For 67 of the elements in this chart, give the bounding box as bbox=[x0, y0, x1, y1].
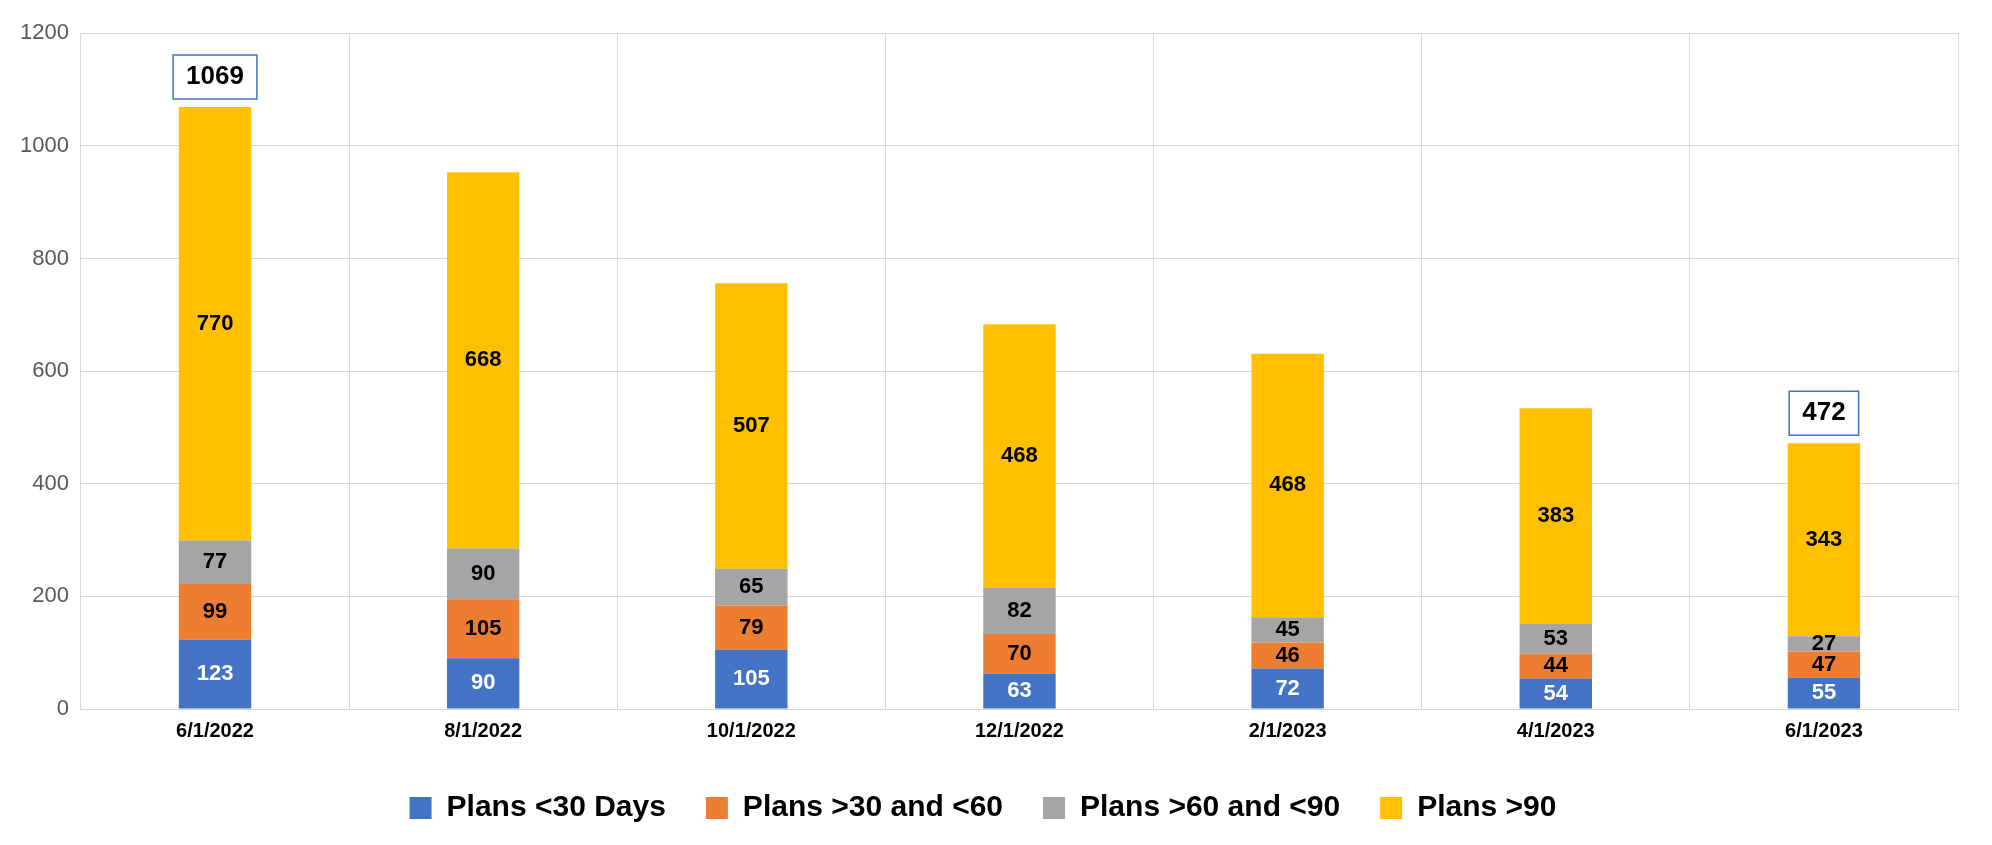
data-label: 90 bbox=[470, 669, 496, 695]
bar bbox=[446, 599, 520, 659]
bar bbox=[983, 587, 1056, 635]
bar bbox=[178, 106, 252, 541]
legend-label: Plans <30 Days bbox=[446, 789, 666, 823]
data-label: 55 bbox=[1811, 679, 1837, 705]
bar bbox=[983, 634, 1056, 674]
bar bbox=[983, 324, 1056, 588]
bar bbox=[983, 673, 1056, 709]
data-label: 383 bbox=[1537, 502, 1575, 528]
data-label: 343 bbox=[1805, 525, 1843, 551]
y-tick-label: 1200 bbox=[19, 19, 69, 45]
y-tick-label: 0 bbox=[56, 695, 69, 721]
x-tick-label: 12/1/2022 bbox=[974, 718, 1064, 741]
total-label: 472 bbox=[1802, 396, 1846, 427]
bar bbox=[1251, 668, 1324, 709]
data-label: 90 bbox=[470, 559, 496, 585]
data-label: 79 bbox=[739, 613, 764, 639]
bar bbox=[178, 540, 252, 584]
bar bbox=[1787, 443, 1861, 637]
data-label: 468 bbox=[1269, 471, 1306, 497]
y-tick-label: 1000 bbox=[19, 131, 69, 157]
data-label: 72 bbox=[1275, 674, 1300, 700]
data-label: 507 bbox=[732, 412, 770, 438]
data-label: 46 bbox=[1275, 641, 1300, 667]
y-tick-label: 200 bbox=[32, 582, 69, 608]
data-label: 105 bbox=[464, 614, 502, 640]
x-tick-label: 2/1/2023 bbox=[1248, 718, 1327, 741]
data-label: 44 bbox=[1543, 652, 1569, 678]
y-tick-label: 400 bbox=[32, 469, 69, 495]
legend-label: Plans >60 and <90 bbox=[1080, 789, 1341, 823]
data-label: 668 bbox=[464, 346, 502, 372]
data-label: 77 bbox=[202, 548, 228, 574]
y-tick-label: 600 bbox=[32, 357, 69, 383]
data-label: 70 bbox=[1007, 639, 1032, 665]
bar bbox=[1787, 678, 1861, 709]
bar bbox=[178, 639, 252, 709]
bar bbox=[1251, 617, 1324, 643]
legend-label: Plans >30 and <60 bbox=[742, 789, 1004, 823]
bar bbox=[446, 548, 520, 600]
data-label: 468 bbox=[1001, 442, 1038, 468]
data-label: 45 bbox=[1275, 615, 1300, 641]
data-label: 105 bbox=[732, 665, 770, 691]
x-tick-label: 10/1/2022 bbox=[706, 718, 796, 741]
x-tick-label: 6/1/2022 bbox=[176, 718, 254, 741]
data-label: 63 bbox=[1007, 677, 1032, 703]
x-tick-label: 6/1/2023 bbox=[1784, 718, 1863, 741]
data-label: 99 bbox=[202, 597, 228, 623]
data-label: 54 bbox=[1543, 679, 1569, 705]
data-label: 123 bbox=[196, 660, 234, 686]
total-label: 1069 bbox=[186, 60, 244, 91]
bar bbox=[178, 583, 252, 640]
bar bbox=[715, 649, 788, 709]
legend-label: Plans >90 bbox=[1417, 789, 1557, 823]
bar bbox=[715, 283, 788, 569]
bar bbox=[1519, 408, 1592, 624]
bar bbox=[446, 172, 520, 549]
data-label: 53 bbox=[1543, 624, 1569, 650]
data-label: 65 bbox=[739, 573, 764, 599]
x-tick-label: 8/1/2022 bbox=[444, 718, 523, 741]
bar bbox=[1251, 353, 1324, 618]
bar bbox=[446, 658, 520, 709]
y-tick-label: 800 bbox=[32, 244, 69, 270]
data-label: 770 bbox=[196, 309, 234, 335]
bar bbox=[715, 605, 788, 650]
data-label: 82 bbox=[1007, 597, 1032, 623]
x-tick-label: 4/1/2023 bbox=[1516, 718, 1595, 741]
